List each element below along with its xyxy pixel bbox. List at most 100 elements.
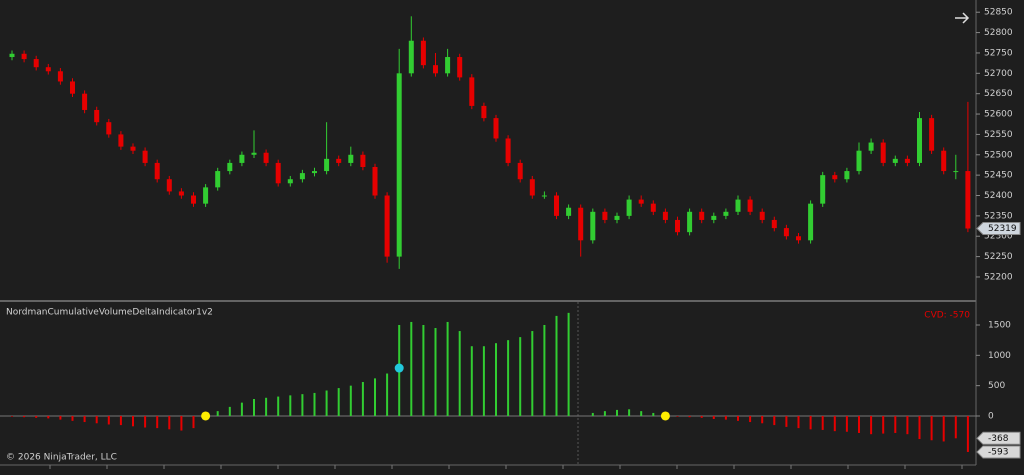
candle-body — [771, 219, 777, 229]
candle-body — [57, 71, 63, 82]
candle-body — [263, 152, 269, 163]
indicator-title: NordmanCumulativeVolumeDeltaIndicator1v2 — [6, 308, 213, 318]
cvd-bar — [216, 411, 219, 416]
candle-body — [638, 199, 644, 204]
cvd-bar — [858, 415, 860, 433]
cvd-bar — [894, 415, 897, 433]
cvd-bar — [954, 415, 957, 439]
candle-body — [783, 228, 789, 237]
cvd-bar — [507, 340, 510, 416]
candle-body — [626, 199, 632, 216]
candle-body — [904, 158, 910, 163]
candle-body — [94, 109, 100, 123]
expand-icon[interactable] — [955, 12, 970, 24]
signal-dot — [201, 411, 211, 421]
y-tick-label: 52550 — [984, 130, 1013, 140]
cvd-bar — [446, 321, 449, 416]
candle-body — [747, 199, 753, 212]
cvd-tag-shape — [976, 431, 1021, 445]
candle-body — [251, 152, 257, 155]
candle-body — [517, 162, 523, 180]
cvd-bar — [640, 411, 643, 416]
cvd-bar — [313, 392, 316, 416]
y-tick-label: 52750 — [984, 48, 1013, 58]
candle-body — [650, 203, 656, 212]
cvd-bar — [240, 402, 243, 416]
cvd-bar — [870, 415, 873, 435]
candle-body — [9, 53, 15, 58]
cvd-bar — [688, 415, 691, 418]
cvd-bar — [495, 343, 497, 416]
cvd-bar — [942, 415, 945, 442]
candle-body — [215, 171, 221, 188]
cvd-bar — [132, 415, 134, 427]
cvd-bar — [616, 409, 618, 416]
candle-body — [505, 138, 511, 163]
candle-body — [130, 146, 136, 151]
candle-body — [106, 122, 112, 135]
cvd-bar — [386, 373, 389, 416]
cvd-bar — [11, 415, 13, 417]
y-tick-label: 52850 — [984, 8, 1013, 18]
y-tick-label: 52700 — [984, 69, 1013, 79]
candle-body — [590, 211, 596, 241]
cvd-bar — [168, 415, 171, 430]
candle-body — [191, 195, 196, 204]
price-tag-shape — [976, 221, 1021, 235]
y-tick-label: 500 — [988, 381, 1005, 391]
candle-body — [735, 199, 741, 212]
y-tick-label: 1000 — [988, 351, 1011, 361]
y-tick-label: 52800 — [984, 28, 1013, 38]
cvd-bar — [119, 415, 122, 426]
cvd-bar — [59, 415, 62, 420]
cvd-tag: -593 — [976, 445, 1021, 459]
candle-body — [808, 203, 814, 241]
cvd-bar — [228, 406, 231, 416]
cvd-bar — [591, 412, 594, 416]
candle-body — [953, 171, 959, 173]
cvd-bar — [482, 346, 485, 416]
candle-body — [324, 158, 330, 172]
candle-body — [566, 207, 572, 216]
candle-body — [178, 191, 184, 196]
cvd-bar — [773, 415, 776, 426]
candle-body — [118, 134, 124, 147]
candle-body — [312, 171, 317, 174]
y-tick-label: 52300 — [984, 232, 1013, 242]
y-tick-label: 52250 — [984, 252, 1013, 262]
candle-body — [880, 142, 886, 163]
candle-body — [287, 179, 293, 184]
candle-body — [614, 215, 620, 220]
cvd-bar — [628, 409, 631, 416]
candle-body — [396, 73, 402, 257]
cvd-bar — [930, 415, 933, 441]
cvd-bar — [301, 394, 304, 416]
cvd-bar — [906, 415, 909, 435]
candle-body — [941, 150, 947, 172]
cvd-bar — [749, 415, 752, 423]
cvd-bar — [785, 415, 788, 427]
cvd-bar — [603, 411, 606, 416]
cvd-bar — [277, 396, 280, 416]
candle-body — [675, 219, 680, 233]
candle-body — [699, 211, 705, 220]
candle-body — [372, 166, 378, 196]
copyright: © 2026 NinjaTrader, LLC — [6, 453, 117, 463]
candle-body — [142, 150, 148, 163]
cvd-bar — [700, 415, 703, 418]
candle-body — [602, 211, 608, 220]
cvd-bar — [361, 382, 364, 416]
candle-body — [929, 118, 935, 151]
candle-body — [759, 211, 765, 220]
candle-body — [711, 215, 717, 220]
signal-dot — [660, 411, 670, 421]
cvd-bar — [374, 378, 376, 416]
cvd-bar — [882, 415, 885, 434]
cvd-bar — [23, 415, 26, 418]
candle-body — [965, 171, 971, 229]
candle-body — [469, 77, 475, 106]
candle-body — [33, 59, 39, 68]
y-tick-label: 52350 — [984, 211, 1013, 221]
